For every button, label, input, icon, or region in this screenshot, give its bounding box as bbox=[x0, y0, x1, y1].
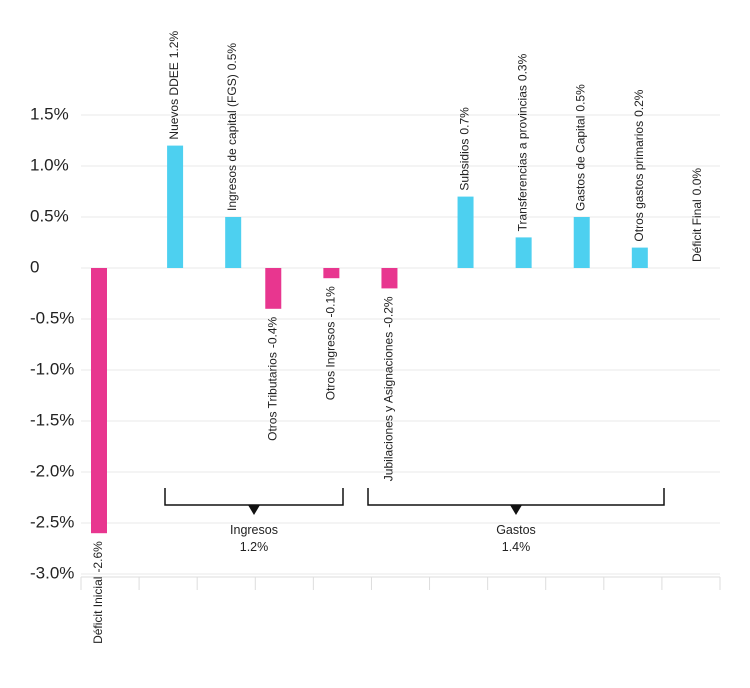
bar bbox=[573, 217, 590, 268]
bar-label: Transferencias a provincias 0.3% bbox=[516, 53, 530, 231]
category-label: Déficit Final bbox=[690, 199, 704, 262]
bar-label: Subsidios 0.7% bbox=[458, 107, 472, 191]
y-tick-label: -2.5% bbox=[30, 512, 74, 531]
category-label: Subsidios bbox=[458, 139, 472, 191]
bar-label: Déficit Final 0.0% bbox=[690, 168, 704, 262]
bracket-arrow bbox=[510, 505, 522, 515]
value-label: -0.4% bbox=[265, 316, 279, 348]
bar-label: Gastos de Capital 0.5% bbox=[574, 84, 588, 211]
y-tick-label: -3.0% bbox=[30, 563, 74, 582]
category-label: Otros Ingresos bbox=[324, 322, 338, 401]
bar-label: Déficit Inicial -2.6% bbox=[91, 541, 105, 644]
group-sublabel: 1.2% bbox=[240, 540, 269, 554]
y-tick-label: 0.5% bbox=[30, 206, 69, 225]
category-label: Ingresos de capital (FGS) bbox=[225, 74, 239, 211]
value-label: 0.5% bbox=[225, 43, 239, 71]
y-tick-label: 1.5% bbox=[30, 104, 69, 123]
y-tick-label: -0.5% bbox=[30, 308, 74, 327]
bar bbox=[515, 237, 532, 268]
bar-label: Ingresos de capital (FGS) 0.5% bbox=[225, 43, 239, 211]
bracket-ingresos bbox=[164, 488, 344, 506]
bar-label: Otros gastos primarios 0.2% bbox=[632, 89, 646, 241]
value-label: 0.0% bbox=[690, 168, 704, 196]
category-label: Transferencias a provincias bbox=[516, 85, 530, 231]
y-tick-label: -1.5% bbox=[30, 410, 74, 429]
bar bbox=[457, 196, 474, 268]
bar-label: Otros Tributarios -0.4% bbox=[265, 316, 279, 440]
category-label: Otros gastos primarios bbox=[632, 121, 646, 242]
group-label: Ingresos bbox=[230, 523, 278, 537]
bar bbox=[381, 268, 398, 289]
value-label: -0.2% bbox=[382, 296, 396, 328]
value-label: -0.1% bbox=[324, 286, 338, 318]
bar bbox=[323, 268, 340, 279]
bar-label: Nuevos DDEE 1.2% bbox=[167, 31, 181, 140]
value-label: 0.7% bbox=[458, 107, 472, 135]
bar bbox=[265, 268, 282, 309]
bracket-arrow bbox=[248, 505, 260, 515]
value-label: 0.3% bbox=[516, 53, 530, 81]
y-tick-label: 0 bbox=[30, 257, 39, 276]
y-tick-label: -1.0% bbox=[30, 359, 74, 378]
bar-label: Jubilaciones y Asignaciones -0.2% bbox=[382, 296, 396, 481]
y-tick-label: -2.0% bbox=[30, 461, 74, 480]
value-label: 1.2% bbox=[167, 31, 181, 59]
value-label: 0.2% bbox=[632, 89, 646, 117]
plot: 1.5% 1.0% 0.5% 0 -0.5% -1.0% -1.5% -2.0% -2.5% -3… bbox=[30, 31, 721, 644]
category-label: Déficit Inicial bbox=[91, 577, 105, 644]
bar bbox=[167, 145, 184, 268]
bracket bbox=[367, 488, 665, 506]
category-label: Otros Tributarios bbox=[265, 352, 279, 441]
value-label: -2.6% bbox=[91, 541, 105, 573]
group-sublabel: 1.4% bbox=[502, 540, 531, 554]
bar bbox=[91, 268, 107, 534]
bracket bbox=[164, 488, 344, 506]
group-label: Gastos bbox=[496, 523, 536, 537]
y-tick-label: 1.0% bbox=[30, 155, 69, 174]
category-label: Nuevos DDEE bbox=[167, 62, 181, 139]
bar bbox=[631, 247, 648, 268]
bar-label: Otros Ingresos -0.1% bbox=[324, 286, 338, 400]
category-label: Gastos de Capital bbox=[574, 116, 588, 211]
bar bbox=[225, 217, 242, 268]
category-label: Jubilaciones y Asignaciones bbox=[382, 332, 396, 481]
value-label: 0.5% bbox=[574, 84, 588, 112]
